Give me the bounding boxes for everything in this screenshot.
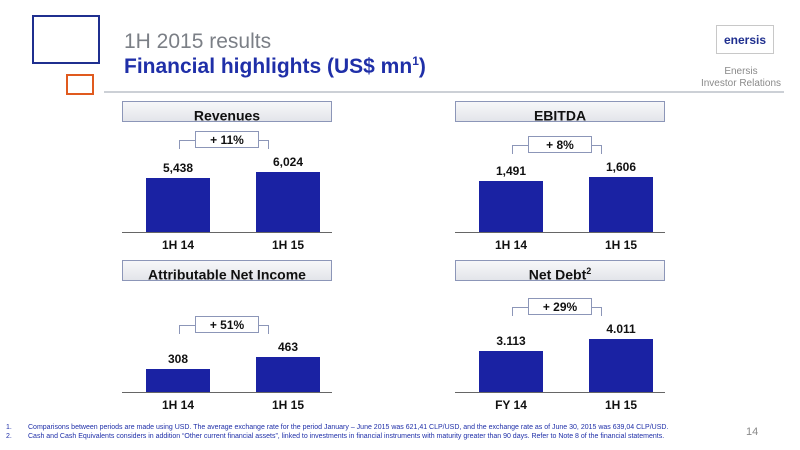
growth-badge: + 29% (528, 298, 592, 316)
data-label: 1,491 (495, 163, 527, 178)
chart-title-text: Revenues (193, 107, 261, 124)
slide-title-text: Financial highlights (US$ mn (124, 55, 413, 78)
slide-title-close: ) (418, 55, 426, 78)
growth-badge: + 51% (195, 316, 259, 334)
footnote-number: 1. (6, 424, 12, 431)
axis-baseline (455, 232, 665, 233)
category-label: 1H 14 (161, 238, 195, 252)
decorative-orange-square (66, 74, 94, 95)
slide-title: Financial highlights (US$ mn1) (124, 54, 426, 79)
page-number: 14 (746, 426, 759, 438)
data-label: 463 (277, 340, 299, 355)
category-label: 1H 15 (271, 238, 305, 252)
bar (479, 180, 543, 232)
chart-title-text: Attributable Net Income (148, 266, 306, 283)
decorative-blue-square (32, 15, 100, 64)
data-label: 308 (167, 351, 189, 366)
growth-badge: + 8% (528, 135, 592, 153)
bar (589, 176, 653, 232)
footnote-number: 2. (6, 433, 12, 440)
ir-company: Enersis (724, 66, 758, 77)
slide-title-footnote-ref: 1 (412, 54, 419, 68)
category-label: 1H 15 (604, 238, 638, 252)
enersis-logo: enersis (716, 25, 774, 54)
chart-title: EBITDA (455, 101, 665, 124)
footnote-text: Cash and Cash Equivalents considers in a… (28, 433, 665, 440)
axis-baseline (455, 392, 665, 393)
bar (256, 357, 320, 392)
footnotes: 1. Comparisons between periods are made … (6, 423, 668, 441)
chart-title-footnote-ref: 2 (586, 266, 592, 276)
bar (146, 368, 210, 392)
footnote-1: 1. Comparisons between periods are made … (6, 423, 668, 432)
category-label: 1H 14 (161, 398, 195, 412)
bar (256, 171, 320, 232)
bar (146, 177, 210, 232)
chart-title-text: Net Debt (528, 266, 587, 283)
logo-wordmark: enersis (723, 32, 767, 47)
bar (589, 339, 653, 392)
chart-title: Attributable Net Income (122, 260, 332, 283)
category-label: 1H 15 (604, 398, 638, 412)
axis-baseline (122, 232, 332, 233)
footnote-text: Comparisons between periods are made usi… (28, 424, 669, 431)
chart-title-text: EBITDA (533, 107, 587, 124)
slide-subtitle: 1H 2015 results (124, 30, 272, 53)
growth-badge: + 11% (195, 130, 259, 148)
data-label: 1,606 (605, 159, 637, 174)
data-label: 6,024 (272, 154, 304, 169)
footnote-2: 2. Cash and Cash Equivalents considers i… (6, 432, 668, 441)
axis-baseline (122, 392, 332, 393)
investor-relations-label: Enersis Investor Relations (686, 66, 796, 90)
chart-title: Revenues (122, 101, 332, 124)
chart-title: Net Debt2 (455, 260, 665, 283)
data-label: 3.113 (496, 334, 526, 349)
category-label: FY 14 (495, 398, 527, 412)
ir-department: Investor Relations (700, 78, 782, 89)
category-label: 1H 15 (271, 398, 305, 412)
data-label: 4.011 (606, 322, 636, 337)
category-label: 1H 14 (494, 238, 528, 252)
bar (479, 351, 543, 392)
data-label: 5,438 (162, 160, 194, 175)
